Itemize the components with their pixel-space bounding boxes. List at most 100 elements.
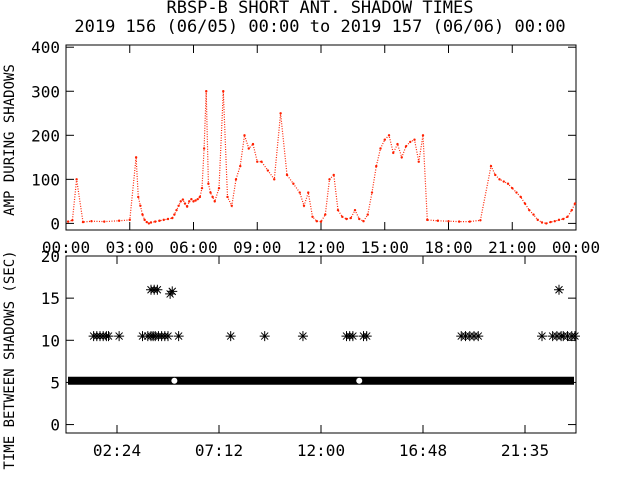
top-x-tick-label: 15:00: [361, 238, 409, 257]
interval-point: [569, 331, 580, 342]
interval-point: [537, 331, 547, 342]
data-point: [158, 219, 161, 222]
data-point: [194, 199, 197, 202]
data-point: [392, 151, 395, 155]
data-point: [447, 219, 450, 223]
data-point: [570, 208, 573, 212]
data-point: [226, 195, 229, 199]
data-point: [311, 215, 314, 218]
bottom-plot: 0 5 10 15 20 02:24 07:12 12:00 16:48 21:35: [41, 247, 580, 460]
bottom-x-tick-label: 21:35: [501, 441, 549, 460]
data-point: [532, 213, 535, 216]
baseline-band: [68, 376, 574, 385]
data-point: [366, 213, 369, 216]
data-point: [198, 195, 202, 199]
data-point: [511, 186, 514, 190]
top-x-tick-label: 00:00: [552, 238, 600, 257]
data-point: [336, 208, 340, 212]
data-point: [573, 202, 577, 205]
data-point: [379, 147, 382, 150]
data-point: [230, 204, 233, 207]
top-y-label: AMP DURING SHADOWS: [2, 64, 18, 216]
data-point: [523, 202, 527, 205]
data-point: [171, 216, 174, 220]
interval-point: [297, 331, 308, 342]
data-point: [137, 195, 140, 199]
top-x-tick-label: 06:00: [169, 238, 217, 257]
interval-point: [152, 284, 163, 295]
data-point: [175, 208, 178, 212]
data-point: [117, 219, 121, 222]
data-point: [279, 112, 282, 115]
data-point: [528, 208, 531, 212]
data-point: [143, 218, 146, 222]
data-point: [173, 213, 176, 216]
data-point: [549, 220, 552, 224]
top-plot: 0 100 200 300 400 00:00 03:00 06:00 09:00 12:00 15…: [31, 38, 600, 257]
data-point: [413, 138, 416, 141]
data-point: [519, 195, 522, 199]
interval-point: [163, 331, 173, 342]
data-point: [251, 142, 255, 146]
interval-point: [114, 331, 125, 342]
data-point: [479, 219, 482, 222]
data-point: [545, 222, 548, 225]
top-y-tick-label: 100: [31, 170, 60, 189]
data-point: [234, 178, 238, 181]
data-point: [506, 182, 510, 185]
data-point: [436, 219, 440, 222]
data-point: [324, 213, 327, 216]
top-y-tick-label: 0: [50, 214, 60, 233]
data-point: [292, 182, 295, 185]
data-point: [562, 217, 565, 221]
data-point: [260, 160, 263, 163]
data-point: [540, 221, 544, 224]
top-x-tick-label: 00:00: [42, 238, 90, 257]
data-point: [256, 160, 259, 163]
data-point: [192, 200, 195, 203]
data-point: [426, 218, 429, 222]
data-point: [387, 134, 391, 137]
data-point: [328, 178, 331, 181]
data-point: [273, 178, 276, 181]
data-point: [502, 180, 505, 183]
data-point: [349, 216, 352, 220]
data-point: [190, 197, 193, 201]
interval-point: [347, 331, 358, 342]
data-point: [66, 220, 70, 223]
top-y-tick-label: 400: [31, 38, 60, 57]
top-y-tick-label: 200: [31, 126, 60, 145]
data-point: [239, 164, 242, 168]
data-point: [553, 219, 556, 223]
data-point: [396, 142, 399, 146]
data-point: [358, 217, 361, 221]
data-point: [400, 156, 403, 159]
data-point: [383, 138, 386, 141]
baseline-gap: [171, 377, 178, 384]
bottom-x-tick-label: 02:24: [93, 441, 141, 460]
data-point: [71, 219, 74, 222]
bottom-y-tick-label: 15: [41, 289, 60, 308]
data-point: [196, 197, 199, 201]
baseline-gap: [356, 377, 363, 384]
data-point: [515, 191, 518, 194]
data-point: [188, 200, 191, 203]
data-point: [183, 202, 187, 205]
data-point: [81, 220, 85, 224]
bottom-y-tick-label: 0: [50, 416, 60, 435]
data-point: [177, 204, 180, 207]
top-y-tick-label: 300: [31, 82, 60, 101]
data-point: [75, 178, 78, 181]
data-point: [557, 218, 561, 222]
chart-title: RBSP-B SHORT ANT. SHADOW TIMES: [166, 0, 473, 18]
interval-point: [554, 284, 564, 295]
data-point: [370, 191, 374, 194]
data-point: [457, 220, 461, 223]
data-point: [536, 218, 539, 222]
bottom-y-tick-label: 5: [50, 373, 60, 392]
top-x-tick-label: 21:00: [488, 238, 536, 257]
data-point: [302, 204, 306, 207]
data-point: [162, 218, 165, 222]
data-point: [404, 145, 408, 148]
top-plot-frame: [65, 44, 577, 231]
